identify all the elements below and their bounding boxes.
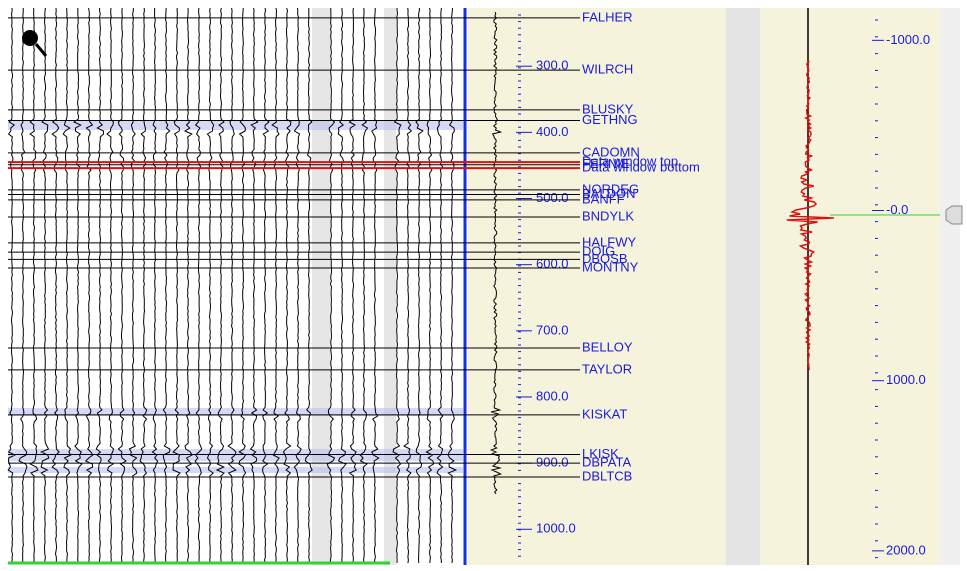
depth-tick-label: 900.0 <box>536 455 569 470</box>
horizon-label: DBOSB <box>582 251 628 266</box>
trace <box>72 7 83 564</box>
trace <box>51 7 60 564</box>
zoom-icon[interactable] <box>22 30 48 57</box>
horizon-label: DOIG <box>582 244 615 259</box>
depth-tick-label: 400.0 <box>536 124 569 139</box>
depth-tick-label: 600.0 <box>536 256 569 271</box>
horizon-label: DBPATA <box>582 455 631 470</box>
trace <box>447 7 458 564</box>
trace <box>392 7 402 564</box>
horizon-label: Data window bottom <box>582 160 700 175</box>
trace <box>293 7 302 564</box>
trace <box>348 7 357 564</box>
trace <box>29 7 39 564</box>
trace <box>271 7 280 564</box>
horizon-label: TAYLOR <box>582 361 632 376</box>
horizon-label: NORDEG <box>582 181 639 196</box>
slider-thumb[interactable] <box>945 205 963 225</box>
time-tick-label: 2000.0 <box>886 542 926 557</box>
trace <box>359 7 369 564</box>
amplitude-band <box>8 408 463 416</box>
horizon-label: Data window top <box>582 154 678 169</box>
trace <box>139 7 148 564</box>
horizon-label: FALHER <box>582 9 633 24</box>
trace <box>425 7 435 564</box>
horizon-label: WILRCH <box>582 62 633 77</box>
horizon-label: BNDYLK <box>582 208 634 223</box>
trace <box>183 7 193 564</box>
trace <box>128 7 138 564</box>
trace <box>117 7 127 564</box>
horizon-label: BLUSKY <box>582 101 634 116</box>
trace <box>172 7 181 564</box>
trace <box>371 8 380 564</box>
trace <box>238 7 247 564</box>
wavelet <box>786 59 834 371</box>
depth-tick-label: 700.0 <box>536 322 569 337</box>
trace <box>261 7 270 564</box>
depth-tick-label: 500.0 <box>536 190 569 205</box>
trace <box>282 7 292 564</box>
trace <box>304 8 313 564</box>
trace <box>162 7 171 564</box>
gap-strip <box>384 8 396 565</box>
horizon-label: MONTNY <box>582 259 639 274</box>
scrollbar[interactable] <box>940 8 960 565</box>
trace <box>249 7 259 564</box>
trace <box>337 7 347 564</box>
log-curve <box>489 11 503 495</box>
horizon-label: DBLTCB <box>582 468 632 483</box>
trace <box>194 7 203 564</box>
time-tick-label: -0.0 <box>886 202 908 217</box>
trace <box>415 7 424 564</box>
horizon-label: BALDON <box>582 186 635 201</box>
amplitude-band <box>8 120 463 130</box>
horizon-label: BELLOY <box>582 339 633 354</box>
horizon-label: HALFWY <box>582 234 637 249</box>
trace <box>215 7 226 564</box>
wavelet-panel <box>760 8 940 565</box>
trace <box>7 7 17 564</box>
trace <box>151 7 159 564</box>
trace <box>206 7 215 564</box>
horizon-label: KISKAT <box>582 406 627 421</box>
trace <box>403 7 413 564</box>
trace <box>106 7 115 564</box>
horizon-label: CADOMN <box>582 144 640 159</box>
horizon-label: FERNIE <box>582 156 630 171</box>
horizon-label: BANFF <box>582 191 625 206</box>
trace <box>62 7 72 564</box>
gap-strip <box>312 8 330 565</box>
horizon-label: LKISK <box>582 446 619 461</box>
horizon-label: GETHNG <box>582 112 638 127</box>
time-tick-label: -1000.0 <box>886 32 930 47</box>
time-tick-label: 1000.0 <box>886 372 926 387</box>
trace <box>40 7 50 564</box>
trace <box>227 7 237 564</box>
trace <box>326 8 336 564</box>
depth-tick-label: 1000.0 <box>536 521 576 536</box>
separator <box>726 8 760 565</box>
trace <box>436 7 444 564</box>
trace <box>84 7 94 564</box>
log-panel <box>468 8 726 565</box>
trace <box>18 7 28 564</box>
trace <box>95 8 105 564</box>
depth-tick-label: 300.0 <box>536 58 569 73</box>
depth-tick-label: 800.0 <box>536 388 569 403</box>
